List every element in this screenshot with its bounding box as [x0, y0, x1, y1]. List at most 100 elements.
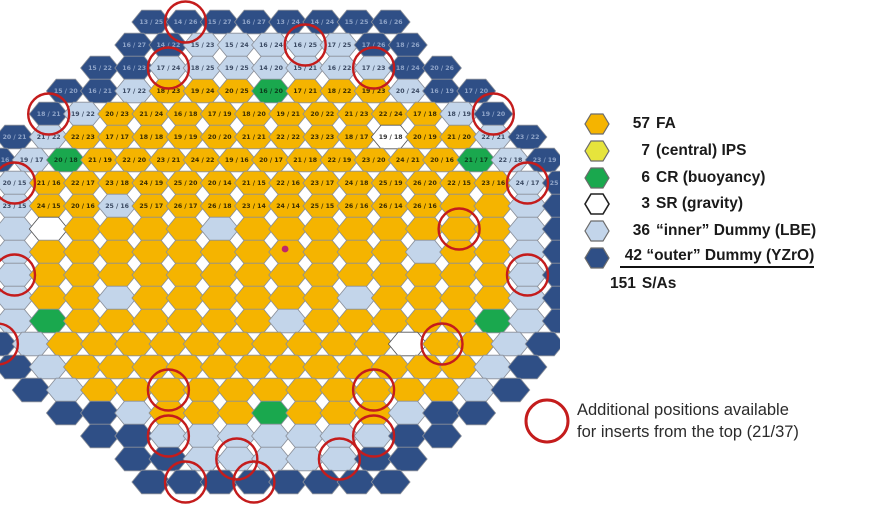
core-position-17-20: 17 / 20: [456, 78, 497, 104]
core-position-17-18: 17 / 18: [404, 101, 445, 127]
core-position-label: 18 / 26: [396, 42, 420, 49]
core-position-label: 21 / 18: [293, 157, 317, 164]
core-position-21-21: 21 / 21: [233, 124, 274, 150]
core-position-label: 22 / 15: [447, 180, 471, 187]
core-position-: [319, 331, 360, 357]
core-position-: [148, 377, 189, 403]
core-position-17-17: 17 / 17: [97, 124, 138, 150]
core-position-label: 20 / 14: [208, 180, 232, 187]
core-position-label: 23 / 18: [105, 180, 129, 187]
core-position-: [11, 377, 52, 403]
core-position-: [319, 446, 360, 472]
core-position-: [165, 239, 206, 265]
core-position-: [97, 308, 138, 334]
core-position-: [28, 239, 69, 265]
core-position-label: 15 / 27: [208, 19, 232, 26]
core-position-20-19: 20 / 19: [404, 124, 445, 150]
core-position-: [507, 216, 548, 242]
core-position-26-20: 26 / 20: [404, 170, 445, 196]
core-position-: [439, 216, 480, 242]
core-position-label: 16 / 21: [88, 88, 112, 95]
core-position-: [80, 377, 120, 403]
core-position-label: 16 / 19: [430, 88, 454, 95]
core-position-label: 22 / 20: [122, 157, 146, 164]
core-position-: [285, 377, 326, 403]
core-position-17-21: 17 / 21: [285, 78, 326, 104]
core-position-label: 24 / 21: [396, 157, 420, 164]
core-position-: [541, 308, 560, 334]
core-position-21-23: 21 / 23: [336, 101, 377, 127]
hexagon-icon: [584, 247, 610, 269]
core-position-: [131, 308, 172, 334]
core-position-: [148, 423, 189, 449]
core-position-15-24: 15 / 24: [216, 32, 257, 58]
core-position-label: 17 / 23: [362, 65, 386, 72]
core-position-: [97, 354, 138, 380]
core-position-: [80, 400, 120, 426]
core-position-label: 15 / 23: [191, 42, 215, 49]
core-position-25-17: 25 / 17: [131, 193, 172, 219]
core-position-21-18: 21 / 18: [285, 147, 326, 173]
core-position-label: 20 / 26: [430, 65, 454, 72]
core-position-: [114, 331, 155, 357]
legend-count: 6: [641, 168, 650, 186]
core-position-22-17: 22 / 17: [62, 170, 103, 196]
core-position-: [216, 331, 257, 357]
core-position-: [387, 446, 428, 472]
red-circle-icon: [524, 398, 570, 444]
core-position-: [404, 354, 445, 380]
core-position-label: 26 / 16: [345, 203, 369, 210]
legend: 57 FA 7 (central) IPS 6 CR (buoyancy) 3 …: [584, 112, 864, 295]
core-position-26-17: 26 / 17: [165, 193, 206, 219]
core-position-: [268, 239, 309, 265]
core-position-label: 19 / 23: [362, 88, 386, 95]
core-position-17-23: 17 / 23: [353, 55, 394, 81]
insert-position-circle: [437, 207, 481, 251]
core-position-: [62, 308, 103, 334]
core-position-: [490, 331, 531, 357]
core-position-18-21: 18 / 21: [28, 101, 69, 127]
core-position-: [114, 446, 155, 472]
core-position-: [336, 469, 377, 495]
insert-position-circle: [283, 23, 327, 67]
insert-position-circle: [505, 161, 550, 205]
core-position-: [62, 262, 103, 288]
core-position-22-19: 22 / 19: [319, 147, 360, 173]
core-position-: [268, 354, 309, 380]
insert-position-circle: [232, 460, 276, 504]
core-position-: [28, 285, 69, 311]
core-position-18-22: 18 / 22: [319, 78, 360, 104]
core-position-label: 20 / 19: [413, 134, 437, 141]
core-position-label: 14 / 26: [174, 19, 198, 26]
core-position-label: 21 / 21: [242, 134, 266, 141]
core-position-: [233, 354, 274, 380]
core-position-20-16: 20 / 16: [422, 147, 462, 173]
insert-position-circle: [146, 414, 191, 458]
core-position-26-18: 26 / 18: [199, 193, 240, 219]
core-position-label: 18 / 23: [157, 88, 181, 95]
core-position-: [473, 354, 514, 380]
core-position-label: 21 / 22: [37, 134, 61, 141]
core-position-: [507, 354, 548, 380]
core-position-: [97, 239, 138, 265]
core-position-: [370, 216, 411, 242]
core-position-: [336, 354, 377, 380]
core-position-: [370, 239, 411, 265]
core-position-label: 18 / 19: [447, 111, 471, 118]
core-position-16-19: 16 / 19: [422, 78, 462, 104]
core-position-label: 18 / 22: [328, 88, 352, 95]
core-position-label: 26 / 17: [174, 203, 198, 210]
core-position-label: 19 / 20: [481, 111, 505, 118]
core-position-: [541, 193, 560, 219]
core-position-: [336, 308, 377, 334]
core-position-23-20: 23 / 20: [353, 147, 394, 173]
core-position-: [541, 239, 560, 265]
core-position-label: 26 / 16: [413, 203, 437, 210]
core-position-19-17: 19 / 17: [11, 147, 52, 173]
core-position-label: 23 / 14: [242, 203, 266, 210]
core-position-20-25: 20 / 25: [216, 78, 257, 104]
core-position-: [302, 354, 343, 380]
legend-label: “outer” Dummy (YZrO): [646, 247, 815, 265]
core-position-label: 23 / 21: [157, 157, 181, 164]
core-position-19-25: 19 / 25: [216, 55, 257, 81]
